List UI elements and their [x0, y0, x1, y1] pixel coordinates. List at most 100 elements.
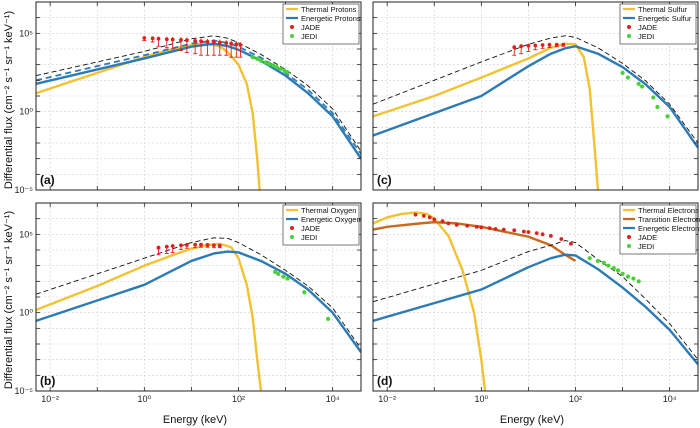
y-tick-label: 10⁰: [19, 308, 33, 318]
jade-point: [487, 226, 492, 230]
jade-point: [540, 232, 545, 237]
series-line-energetic-dashed: [36, 39, 361, 155]
jade-point: [432, 217, 437, 222]
plot-area: [373, 211, 698, 391]
panel-label: (c): [377, 173, 392, 187]
jade-point: [547, 42, 552, 47]
jedi-point: [595, 258, 601, 264]
jade-point: [150, 36, 155, 41]
jedi-point: [255, 56, 260, 61]
jade-point: [193, 38, 198, 43]
x-axis-label-left: Energy (keV): [163, 414, 227, 426]
jade-point: [205, 39, 210, 44]
y-tick-label: 10⁵: [19, 229, 33, 239]
jedi-point: [601, 260, 606, 266]
series-line-total: [373, 240, 698, 360]
panel-d: 10⁻² 10⁰ 10² 10⁴ (d) Thermal ElectronsTransit…: [372, 202, 700, 404]
jade-point: [156, 36, 161, 41]
jedi-point: [625, 75, 631, 80]
legend-label: JEDI: [301, 32, 317, 41]
jade-point: [526, 230, 531, 234]
jade-point: [199, 39, 203, 44]
x-tick-label: 10²: [232, 394, 245, 404]
jade-point: [217, 243, 222, 248]
legend-label: Energetic Sulfur: [638, 14, 692, 23]
legend-swatch-jade: [290, 25, 294, 29]
legend-box: [282, 204, 360, 246]
jade-point: [156, 245, 161, 250]
jedi-point: [631, 276, 636, 281]
jedi-point: [620, 271, 625, 276]
x-tick-label: 10⁰: [138, 394, 152, 404]
series-line-energetic: [373, 253, 698, 366]
legend-label: JADE: [301, 23, 320, 32]
jade-point: [164, 244, 169, 249]
jade-point: [413, 212, 418, 217]
jade-point: [440, 219, 445, 223]
jade-point: [205, 243, 210, 247]
jedi-point: [640, 84, 645, 89]
legend-label: Energetic Protons: [301, 14, 361, 23]
jade-point: [179, 38, 183, 42]
jade-point: [211, 40, 216, 44]
series-line-thermal: [373, 42, 600, 190]
jedi-point: [655, 104, 660, 110]
jade-point: [193, 242, 198, 247]
series-line-thermal: [36, 42, 261, 190]
plot-area: [373, 35, 698, 190]
jedi-point: [285, 276, 290, 281]
legend-label: JADE: [301, 224, 320, 233]
jedi-point: [281, 274, 286, 279]
jedi-point: [620, 70, 625, 75]
legend-label: Thermal Sulfur: [638, 5, 688, 14]
jade-point: [179, 243, 183, 248]
jedi-point: [278, 66, 284, 71]
legend-label: Thermal Protons: [301, 5, 357, 14]
jade-point: [170, 244, 175, 248]
legend-box: [619, 204, 697, 255]
jade-point: [199, 242, 203, 247]
jedi-point: [276, 271, 281, 276]
jedi-point: [258, 58, 264, 63]
y-tick-label: 10⁻⁵: [15, 185, 34, 195]
jedi-point: [587, 256, 592, 261]
y-tick-label: 10⁵: [19, 28, 33, 38]
series-line-total: [36, 237, 361, 349]
jade-point: [512, 45, 517, 50]
legend-label: JEDI: [301, 233, 317, 242]
legend-box: [619, 3, 697, 45]
jade-point: [229, 41, 234, 46]
legend-label: JADE: [638, 23, 657, 32]
legend-swatch-jade: [627, 25, 631, 29]
jade-point: [521, 229, 526, 234]
legend-label: Thermal Oxygen: [301, 206, 356, 215]
jade-point: [561, 42, 566, 47]
jade-point: [184, 243, 189, 247]
jedi-point: [665, 114, 670, 119]
legend-swatch-jedi: [627, 244, 631, 248]
jade-point: [519, 44, 524, 49]
jade-point: [474, 224, 479, 229]
jade-point: [479, 225, 484, 230]
jade-point: [211, 243, 216, 248]
jade-point: [238, 43, 243, 47]
series-line-transition: [373, 220, 577, 262]
legend-swatch-jedi: [627, 34, 631, 38]
panel-b: 10⁻² 10⁰ 10² 10⁴ 10⁵ 10⁰ 10⁻⁵ (b) Thermal Oxygen…: [15, 202, 362, 404]
jade-point: [454, 223, 459, 227]
jade-point: [540, 43, 545, 47]
plot-area: [36, 35, 361, 190]
legend-label: Transition Electrons: [638, 215, 700, 224]
plot-area: [36, 237, 361, 391]
jade-point: [465, 223, 470, 228]
jade-point: [421, 214, 426, 218]
panel-label: (a): [40, 173, 55, 187]
legend-label: Thermal Electrons: [638, 206, 699, 215]
series-line-energetic: [36, 250, 361, 353]
jade-point: [533, 43, 538, 48]
jedi-point: [651, 95, 656, 100]
jade-point: [501, 227, 506, 232]
jade-point: [234, 42, 239, 47]
